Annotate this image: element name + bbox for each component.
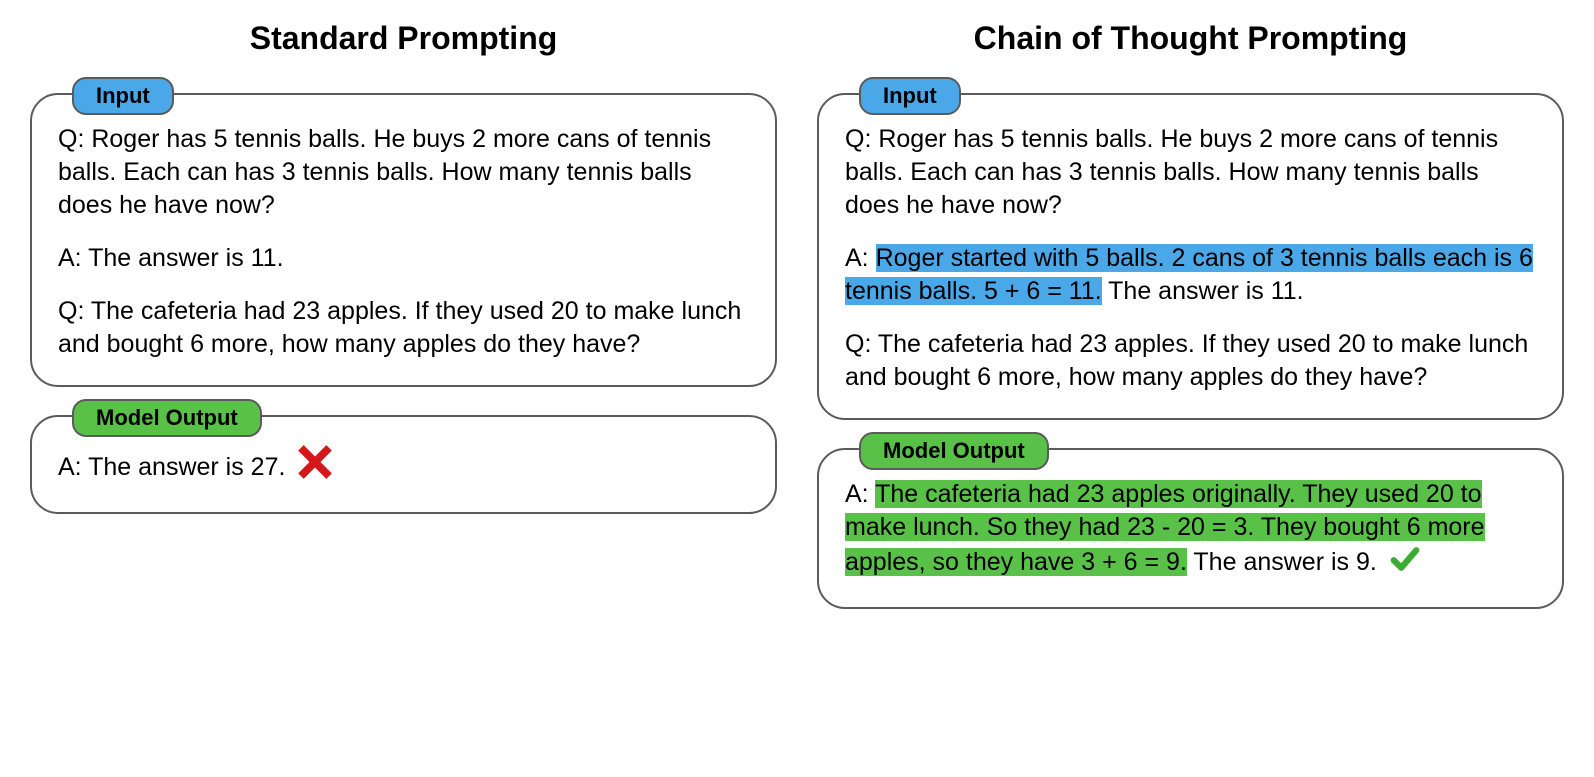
right-output-prefix: A: (845, 480, 875, 508)
right-title: Chain of Thought Prompting (817, 20, 1564, 57)
right-output-line: A: The cafeteria had 23 apples originall… (845, 478, 1536, 583)
left-column: Standard Prompting Input Q: Roger has 5 … (30, 20, 777, 609)
left-q1: Q: Roger has 5 tennis balls. He buys 2 m… (58, 123, 749, 222)
cross-icon (298, 445, 332, 488)
right-q1: Q: Roger has 5 tennis balls. He buys 2 m… (845, 123, 1536, 222)
left-input-body: Q: Roger has 5 tennis balls. He buys 2 m… (58, 123, 749, 361)
left-q2: Q: The cafeteria had 23 apples. If they … (58, 295, 749, 361)
right-input-panel: Input Q: Roger has 5 tennis balls. He bu… (817, 93, 1564, 420)
left-a1: A: The answer is 11. (58, 242, 749, 275)
right-output-panel: Model Output A: The cafeteria had 23 app… (817, 448, 1564, 609)
right-input-body: Q: Roger has 5 tennis balls. He buys 2 m… (845, 123, 1536, 394)
left-output-line: A: The answer is 27. (58, 445, 749, 488)
right-column: Chain of Thought Prompting Input Q: Roge… (817, 20, 1564, 609)
right-a1-suffix: The answer is 11. (1102, 277, 1304, 305)
left-input-tag: Input (72, 77, 174, 115)
left-input-panel: Input Q: Roger has 5 tennis balls. He bu… (30, 93, 777, 387)
left-output-body: A: The answer is 27. (58, 445, 749, 488)
left-output-panel: Model Output A: The answer is 27. (30, 415, 777, 514)
right-q2: Q: The cafeteria had 23 apples. If they … (845, 328, 1536, 394)
right-output-suffix: The answer is 9. (1187, 548, 1377, 576)
right-a1-prefix: A: (845, 244, 876, 272)
left-output-tag: Model Output (72, 399, 262, 437)
right-input-tag: Input (859, 77, 961, 115)
right-output-tag: Model Output (859, 432, 1049, 470)
comparison-columns: Standard Prompting Input Q: Roger has 5 … (30, 20, 1564, 609)
left-title: Standard Prompting (30, 20, 777, 57)
left-output-text: A: The answer is 27. (58, 453, 285, 481)
right-output-body: A: The cafeteria had 23 apples originall… (845, 478, 1536, 583)
right-a1: A: Roger started with 5 balls. 2 cans of… (845, 242, 1536, 308)
check-icon (1390, 544, 1420, 583)
right-output-highlight: The cafeteria had 23 apples originally. … (845, 480, 1485, 576)
